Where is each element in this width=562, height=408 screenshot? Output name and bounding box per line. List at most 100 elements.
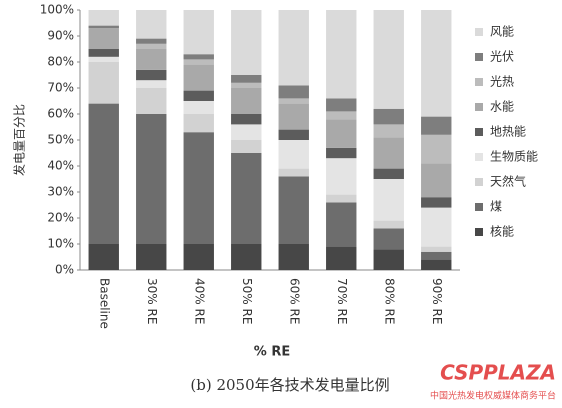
bar-segment (326, 194, 357, 203)
bar-segment (326, 10, 357, 99)
legend-label: 地热能 (490, 125, 526, 139)
bar-segment (278, 176, 309, 244)
bar-segment (136, 80, 167, 88)
bar-segment (183, 101, 214, 114)
bar-segment (136, 10, 167, 39)
bar-segment (421, 116, 452, 135)
bar-segment (231, 153, 262, 244)
bar-segment (183, 132, 214, 244)
bar-segment (373, 249, 404, 270)
x-axis-label: % RE (254, 345, 290, 360)
bar-segment (421, 251, 452, 260)
bar-segment (326, 147, 357, 159)
y-tick-label: 0% (55, 263, 74, 277)
bar-segment (278, 103, 309, 130)
x-tick-label: 70% RE (335, 278, 349, 324)
legend-swatch (475, 153, 483, 161)
legend-swatch (475, 203, 483, 211)
bar-segment (278, 129, 309, 140)
legend-swatch (475, 178, 483, 186)
bar-segment (421, 134, 452, 164)
bar-segment (136, 114, 167, 244)
bar-segment (88, 25, 119, 29)
bar-segment (278, 244, 309, 270)
legend-label: 生物质能 (490, 150, 538, 164)
legend-swatch (475, 128, 483, 136)
bar-segment (231, 10, 262, 75)
legend-swatch (475, 28, 483, 36)
bar-segment (421, 259, 452, 270)
bar-segment (373, 124, 404, 138)
y-tick-label: 40% (47, 159, 74, 173)
legend-label: 水能 (490, 100, 514, 114)
bar-segment (183, 114, 214, 133)
bar-segment (373, 228, 404, 250)
legend-swatch (475, 228, 483, 236)
y-tick-label: 90% (47, 29, 74, 43)
watermark-tagline: 中国光热发电权威媒体商务平台 (430, 390, 556, 402)
bar-segment (421, 10, 452, 117)
bar-segment (231, 88, 262, 114)
bar-segment (183, 10, 214, 55)
bar-segment (278, 98, 309, 104)
legend-swatch (475, 53, 483, 61)
bar-segment (373, 220, 404, 229)
x-tick-label: 90% RE (430, 278, 444, 324)
bar-segment (278, 140, 309, 169)
caption: (b) 2050年各技术发电量比例 (190, 376, 389, 394)
bar-segment (326, 119, 357, 148)
legend-label: 风能 (490, 25, 514, 39)
bar-segment (231, 124, 262, 140)
legend-swatch (475, 78, 483, 86)
x-tick-label: 50% RE (240, 278, 254, 324)
bar-segment (88, 10, 119, 26)
bar-segment (183, 54, 214, 60)
x-tick-label: 80% RE (382, 278, 396, 324)
bar-segment (421, 197, 452, 208)
y-tick-label: 100% (40, 3, 74, 17)
bar-segment (183, 90, 214, 101)
bar-segment (326, 158, 357, 195)
bar-segment (231, 82, 262, 88)
legend-label: 核能 (490, 225, 514, 239)
bar-segment (278, 85, 309, 99)
bar-segment (231, 244, 262, 270)
bar-segment (421, 163, 452, 198)
bar-segment (136, 69, 167, 81)
x-tick-label: 60% RE (287, 278, 301, 324)
bar-segment (231, 75, 262, 83)
bar-segment (183, 64, 214, 91)
bar-segment (88, 244, 119, 270)
bar-segment (373, 168, 404, 179)
bar-segment (326, 246, 357, 270)
legend-label: 光伏 (490, 50, 514, 64)
legend-swatch (475, 103, 483, 111)
bar-segment (88, 103, 119, 244)
y-tick-label: 60% (47, 107, 74, 121)
bar-segment (326, 111, 357, 120)
x-tick-label: 40% RE (192, 278, 206, 324)
y-tick-label: 80% (47, 55, 74, 69)
bar-segment (373, 179, 404, 221)
y-tick-label: 50% (47, 133, 74, 147)
bar-segment (421, 207, 452, 247)
bar-segment (421, 246, 452, 252)
bar-segment (88, 62, 119, 104)
y-tick-label: 30% (47, 185, 74, 199)
y-axis-label: 发电量百分比 (12, 104, 27, 176)
bar-segment (136, 88, 167, 114)
bar-segment (136, 244, 167, 270)
y-tick-label: 70% (47, 81, 74, 95)
bar-segment (88, 56, 119, 62)
bar-segment (136, 43, 167, 49)
bar-segment (183, 59, 214, 65)
y-tick-label: 20% (47, 211, 74, 225)
bar-segment (326, 98, 357, 112)
legend-label: 光热 (490, 75, 514, 89)
bar-segment (183, 244, 214, 270)
x-tick-label: 30% RE (145, 278, 159, 324)
bar-segment (373, 10, 404, 109)
bar-segment (326, 202, 357, 247)
bar-segment (136, 38, 167, 44)
